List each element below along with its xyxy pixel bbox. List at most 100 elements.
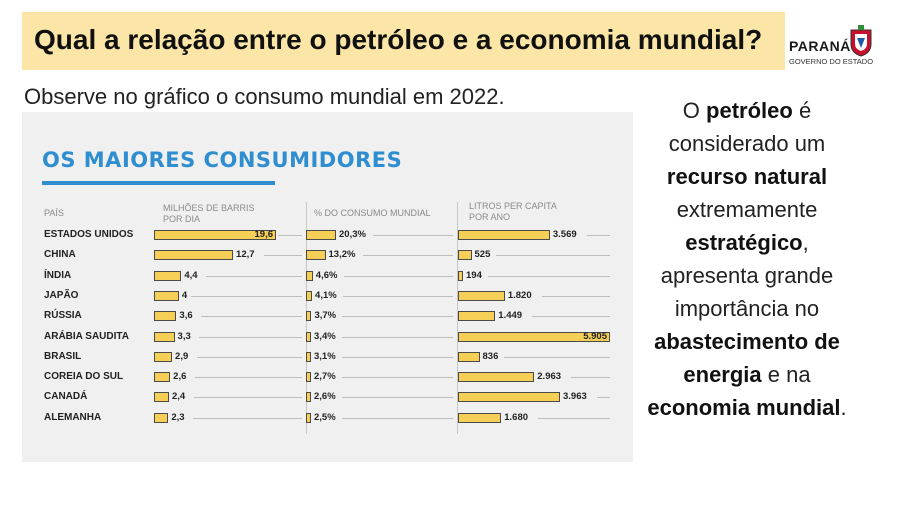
col-header-liters-line1: LITROS PER CAPITA <box>469 201 557 211</box>
data-bar <box>458 351 480 362</box>
data-label: 13,2% <box>328 249 356 261</box>
leader-line <box>342 295 453 297</box>
data-label: 2,6% <box>314 391 336 403</box>
side-text-segment: e na <box>761 362 811 387</box>
data-bar <box>154 250 234 261</box>
data-label: 1.449 <box>498 310 523 322</box>
leader-line <box>199 336 302 338</box>
data-bar <box>458 311 496 322</box>
intro-text: Observe no gráfico o consumo mundial em … <box>24 84 505 109</box>
data-label: 12,7 <box>236 249 255 261</box>
data-label: 3,3 <box>177 330 191 342</box>
data-bar <box>154 311 177 322</box>
data-label: 2,9 <box>175 350 189 362</box>
title-underline <box>42 181 275 185</box>
data-bar <box>458 331 610 342</box>
leader-line <box>263 255 302 257</box>
data-label: 1.680 <box>504 411 529 423</box>
data-bar <box>154 392 169 403</box>
data-bar <box>154 290 179 301</box>
data-bar <box>306 372 311 383</box>
data-label: 3.963 <box>563 391 587 403</box>
data-bar <box>154 331 175 342</box>
leader-line <box>496 255 610 257</box>
leader-line <box>192 417 302 419</box>
data-bar <box>306 392 311 403</box>
leader-line <box>343 275 453 277</box>
data-bar <box>458 290 505 301</box>
side-text-bold: abastecimento de energia <box>654 329 840 387</box>
parana-logo: PARANÁ GOVERNO DO ESTADO <box>789 22 889 68</box>
leader-line <box>504 356 610 358</box>
data-bar <box>154 412 169 423</box>
country-label: ESTADOS UNIDOS <box>44 229 134 240</box>
side-text-segment: é considerado um <box>668 98 826 156</box>
chart-title: OS MAIORES CONSUMIDORES <box>42 148 403 172</box>
data-bar <box>458 230 550 240</box>
leader-line <box>193 397 302 399</box>
column-divider <box>457 202 458 434</box>
logo-brand: PARANÁ <box>789 38 851 54</box>
data-bar <box>306 351 311 362</box>
leader-line <box>278 235 302 236</box>
country-label: ARÁBIA SAUDITA <box>44 330 129 342</box>
side-explanation: O petróleo é considerado um recurso natu… <box>641 94 853 424</box>
leader-line <box>341 336 453 338</box>
country-label: BRASIL <box>44 350 82 362</box>
data-bar <box>154 351 173 362</box>
country-label: ALEMANHA <box>44 411 102 423</box>
title-banner <box>22 12 785 70</box>
data-label: 2,6 <box>173 371 187 383</box>
data-bar <box>458 392 560 403</box>
side-text-bold: estratégico <box>685 230 803 255</box>
coat-of-arms-icon <box>850 25 872 57</box>
data-label: 19,6 <box>254 229 274 240</box>
col-header-share: % DO CONSUMO MUNDIAL <box>314 208 431 218</box>
country-label: ÍNDIA <box>44 269 72 281</box>
leader-line <box>362 255 453 257</box>
page-title: Qual a relação entre o petróleo e a econ… <box>34 24 763 55</box>
leader-line <box>586 235 610 236</box>
leader-line <box>541 295 610 297</box>
side-text-bold: petróleo <box>706 98 793 123</box>
side-text-bold: economia mundial <box>647 395 841 420</box>
chart-panel: OS MAIORES CONSUMIDORES PAÍS MILHÕES DE … <box>22 112 633 462</box>
data-label: 3,4% <box>314 330 336 342</box>
data-label: 4,6% <box>315 269 338 281</box>
data-label: 3,7% <box>314 310 337 322</box>
leader-line <box>341 397 453 399</box>
col-header-barrels: MILHÕES DE BARRIS POR DIA <box>163 203 255 225</box>
leader-line <box>342 316 453 318</box>
data-bar <box>458 372 535 383</box>
leader-line <box>341 377 453 379</box>
data-bar <box>458 412 502 423</box>
leader-line <box>201 316 302 318</box>
col-header-barrels-line2: POR DIA <box>163 214 201 224</box>
data-label: 5.905 <box>583 330 607 342</box>
data-label: 3.569 <box>552 229 577 240</box>
data-label: 2.963 <box>537 371 562 383</box>
data-label: 525 <box>474 249 491 261</box>
data-label: 4 <box>181 289 188 301</box>
leader-line <box>196 356 302 358</box>
leader-line <box>341 356 453 358</box>
data-bar <box>458 270 463 281</box>
data-bar <box>458 250 472 261</box>
data-bar <box>306 412 311 423</box>
leader-line <box>597 397 610 399</box>
leader-line <box>571 377 610 379</box>
data-bar <box>306 331 312 342</box>
data-label: 3,1% <box>314 350 336 362</box>
leader-line <box>487 275 610 277</box>
leader-line <box>538 417 610 419</box>
col-header-country: PAÍS <box>44 208 64 218</box>
data-label: 2,5% <box>314 411 336 423</box>
country-label: CANADÁ <box>44 391 88 403</box>
leader-line <box>373 235 453 236</box>
side-text-bold: recurso natural <box>666 164 828 189</box>
country-label: CHINA <box>44 249 76 261</box>
leader-line <box>205 275 302 277</box>
side-text-segment: , apresenta grande importância no <box>660 230 834 321</box>
side-text-segment: . <box>840 395 847 420</box>
data-bar <box>154 270 182 281</box>
